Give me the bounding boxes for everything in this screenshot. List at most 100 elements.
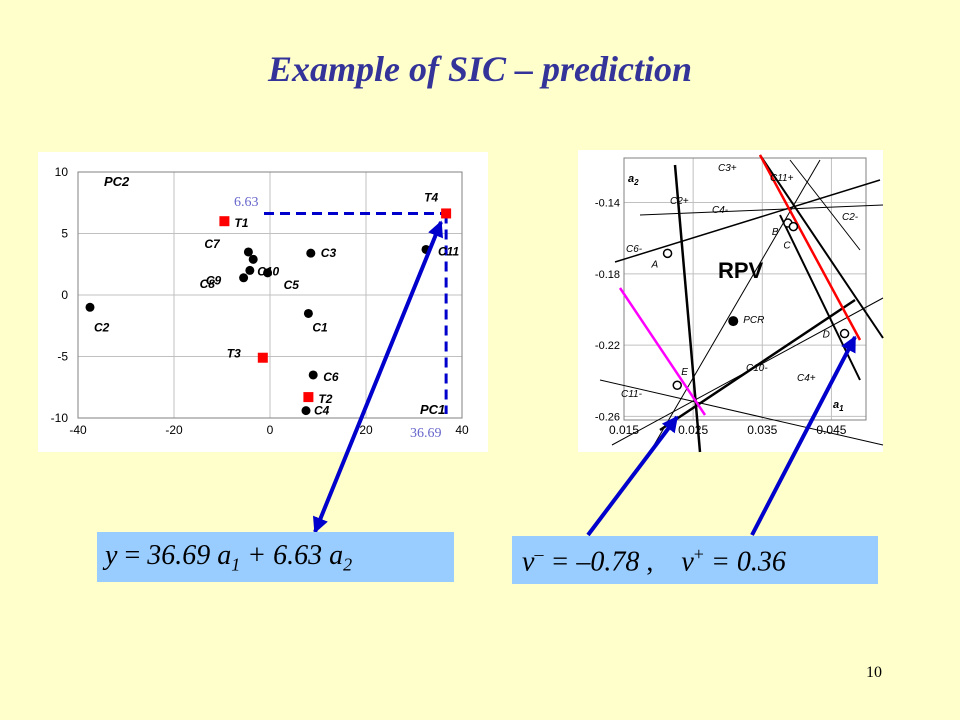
chart1-y-axis-label: PC2 — [104, 174, 130, 189]
chart2-tick-labels: 0.015 0.025 0.035 0.045 -0.14 -0.18 -0.22 -0.26 — [595, 198, 847, 437]
x-tick-label: 40 — [455, 423, 469, 437]
red-constraint-line — [758, 154, 862, 341]
v-minus-symbol: v — [522, 546, 535, 578]
x-tick-label: 0.015 — [609, 423, 639, 437]
point-label-c11: C11 — [438, 244, 459, 258]
line-label: C4+ — [797, 373, 816, 384]
calibration-point-c2 — [85, 302, 95, 312]
point-label-c3: C3 — [321, 246, 337, 260]
y-tick-label: -5 — [57, 350, 68, 364]
a1-coefficient: 36.69 — [147, 540, 218, 571]
y-symbol: y — [105, 540, 118, 571]
constraint-line — [659, 298, 856, 432]
v-minus-value: = –0.78 — [543, 546, 640, 578]
chart2-points: PCR A BC D E — [651, 218, 850, 390]
point-label-t1: T1 — [234, 216, 248, 230]
calibration-point-c10 — [248, 254, 258, 264]
point-label-t2: T2 — [318, 392, 332, 406]
y-tick-label: -0.26 — [595, 411, 620, 423]
y-tick-label: 10 — [55, 165, 69, 179]
point-label-c7: C7 — [204, 237, 221, 251]
constraint-line — [599, 379, 884, 446]
constraint-line — [789, 159, 861, 251]
chart1-plot-border — [77, 171, 463, 419]
constraint-line — [639, 204, 884, 216]
point-pcr — [728, 316, 739, 327]
calibration-point-c3 — [306, 248, 316, 258]
chart2-plot-border — [623, 157, 867, 421]
point-label-e: E — [681, 367, 688, 378]
calibration-point-c1 — [303, 308, 313, 318]
point-label-t3: T3 — [227, 347, 241, 361]
calibration-point-c8 — [239, 273, 249, 283]
vertex-e — [672, 380, 682, 390]
constraint-line — [611, 297, 884, 446]
constraint-line — [759, 154, 884, 339]
x-tick-label: -20 — [165, 423, 183, 437]
x-tick-label: 0.045 — [816, 423, 846, 437]
chart2-line-labels: C3+ C11+ C2+ C4- C2- C6- C10- C4+ C11- — [621, 163, 859, 400]
line-label: C10- — [746, 363, 768, 374]
y-tick-label: -0.18 — [595, 269, 620, 281]
slide-number: 10 — [866, 664, 882, 681]
test-point-t1 — [219, 216, 230, 227]
v-plus-value: = 0.36 — [703, 546, 786, 578]
point-label-a: A — [651, 259, 659, 270]
chart2-y-axis-label: a2 — [628, 173, 639, 187]
line-label: C6- — [626, 244, 643, 255]
x-tick-label: -40 — [69, 423, 87, 437]
x-value-annotation: 36.69 — [410, 426, 442, 441]
chart1-x-axis-label: PC1 — [420, 402, 445, 417]
x-tick-label: 0.025 — [678, 423, 708, 437]
a1-symbol: a — [217, 540, 232, 571]
point-label-c9: C9 — [206, 273, 222, 287]
point-label-pcr: PCR — [743, 315, 764, 326]
separator: , — [639, 546, 682, 578]
constraint-line — [614, 179, 881, 263]
y-tick-label: -0.22 — [595, 340, 620, 352]
line-label: C4- — [712, 205, 729, 216]
v-plus-symbol: v — [681, 546, 694, 578]
y-tick-label: -10 — [51, 411, 69, 425]
rpv-region-chart: 0.015 0.025 0.035 0.045 -0.14 -0.18 -0.22 -0.26… — [578, 150, 884, 453]
plus-sign: + — [240, 540, 274, 571]
projection-dashed-lines — [264, 211, 448, 414]
line-label: C11- — [621, 389, 643, 400]
line-label: C11+ — [770, 173, 794, 184]
vertex-c — [788, 221, 799, 232]
constraint-line — [673, 164, 702, 453]
point-label-b: B — [772, 227, 779, 238]
test-point-t4 — [441, 208, 452, 219]
a2-symbol: a — [329, 540, 344, 571]
y-value-annotation: 6.63 — [234, 195, 259, 210]
y-tick-label: 5 — [61, 227, 68, 241]
interval-formula: v– = –0.78 , v+ = 0.36 — [512, 536, 878, 584]
x-tick-label: 0.035 — [747, 423, 777, 437]
magenta-constraint-line — [618, 287, 707, 416]
v-plus-superscript: + — [693, 544, 704, 564]
test-point-t3 — [257, 352, 268, 363]
a2-subscript: 2 — [343, 554, 353, 575]
rpv-region-label: RPV — [718, 258, 764, 283]
a2-coefficient: 6.63 — [273, 540, 330, 571]
point-label-d: D — [823, 330, 830, 341]
line-label: C2+ — [670, 196, 689, 207]
line-label: C2- — [842, 212, 859, 223]
page-title: Example of SIC – prediction — [267, 49, 693, 89]
point-label-c1: C1 — [312, 320, 328, 334]
test-point-t2 — [303, 392, 314, 403]
point-label-c8: C8 — [200, 277, 216, 291]
point-label-c: C — [783, 241, 791, 252]
arrow-to-t4 — [313, 220, 443, 534]
a1-subscript: 1 — [231, 554, 241, 575]
calibration-point-c4 — [301, 406, 311, 416]
chart2-grid — [623, 157, 867, 421]
arrow-to-v-minus — [586, 415, 679, 537]
calibration-point-c9 — [245, 265, 255, 275]
arrows — [313, 220, 857, 537]
calibration-point-c5 — [263, 268, 273, 278]
prediction-formula: y = 36.69 a1 + 6.63 a2 — [97, 532, 454, 582]
x-tick-label: 0 — [267, 423, 274, 437]
